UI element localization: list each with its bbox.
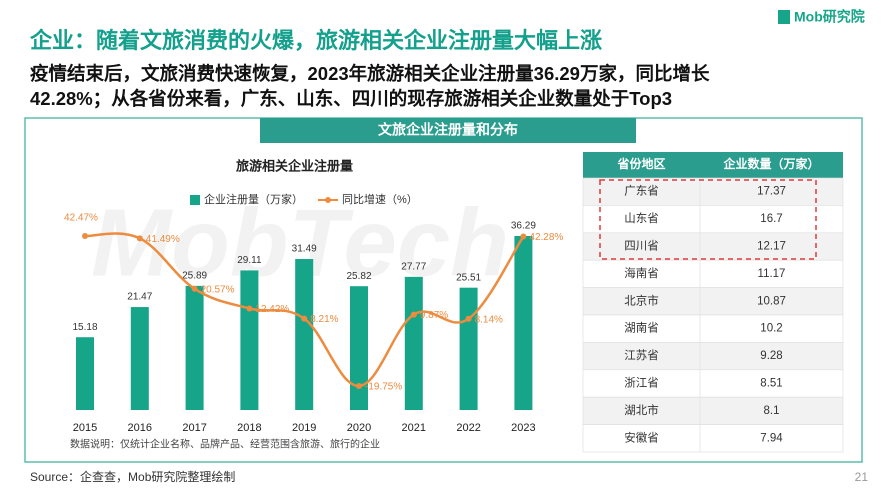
table-cell: 四川省 xyxy=(624,240,659,253)
bar-label: 29.11 xyxy=(237,255,262,266)
x-tick-label: 2019 xyxy=(292,422,316,434)
table-cell: 7.94 xyxy=(760,432,783,444)
chart-note: 数据说明：仅统计企业名称、品牌产品、经营范围含旅游、旅行的企业 xyxy=(70,438,380,451)
line-label: 41.49% xyxy=(146,234,180,245)
table-cell: 湖南省 xyxy=(624,321,659,335)
panel-title: 文旅企业注册量和分布 xyxy=(378,122,518,138)
bar xyxy=(130,307,149,410)
table: 省份地区 企业数量（万家） 广东省 17.37 山东省 16.7 四川省 12.17 海南省 11… xyxy=(582,152,844,453)
table-cell: 12.17 xyxy=(757,241,786,253)
table-cell: 安徽省 xyxy=(624,430,659,444)
source: Source：企查查，Mob研究院整理绘制 xyxy=(30,469,235,484)
panel-header xyxy=(260,118,636,143)
table-cell: 10.87 xyxy=(757,295,786,307)
table-row xyxy=(582,259,844,288)
table-cell: 9.28 xyxy=(760,350,782,362)
line-label: 8.14% xyxy=(475,314,503,325)
table-cell: 11.17 xyxy=(758,268,786,280)
growth-marker xyxy=(410,311,417,318)
table-cell: 北京市 xyxy=(624,293,659,307)
bar-label: 21.47 xyxy=(127,292,152,303)
bar-label: 25.89 xyxy=(182,271,207,282)
growth-marker xyxy=(246,305,253,312)
table-cell: 湖北市 xyxy=(624,403,659,417)
table-cell: 10.2 xyxy=(760,323,782,335)
bar-label: 25.82 xyxy=(346,271,371,282)
growth-marker xyxy=(520,233,527,240)
bar xyxy=(404,276,423,410)
x-tick-label: 2018 xyxy=(237,422,261,434)
bar xyxy=(514,236,533,410)
table-row xyxy=(582,314,844,343)
title: 企业：随着文旅消费的火爆，旅游相关企业注册量大幅上涨 xyxy=(29,28,602,53)
bar-label: 27.77 xyxy=(401,261,426,272)
growth-line xyxy=(84,232,525,388)
line-label: 8.21% xyxy=(310,314,338,325)
x-tick-label: 2021 xyxy=(402,422,426,434)
table-cell: 浙江省 xyxy=(624,377,659,390)
table-row xyxy=(582,424,844,453)
table-cell: 8.51 xyxy=(760,378,782,390)
page-number: 21 xyxy=(855,470,869,484)
bar xyxy=(185,285,204,410)
subtitle-line: 42.28%；从各省份来看，广东、山东、四川的现存旅游相关企业数量处于Top3 xyxy=(30,88,672,109)
table-row xyxy=(582,396,844,425)
table-cell: 8.1 xyxy=(764,405,780,417)
logo: Mob研究院 xyxy=(794,9,865,25)
bar-label: 31.49 xyxy=(292,244,317,255)
legend-label: 企业注册量（万家） xyxy=(204,192,303,206)
table-cell: 广东省 xyxy=(624,185,659,198)
column-header: 企业数量（万家） xyxy=(722,156,819,171)
table-row xyxy=(582,205,844,234)
table-row xyxy=(582,177,844,206)
table-cell: 17.37 xyxy=(757,186,786,198)
table-row xyxy=(582,342,844,371)
line-label: 42.47% xyxy=(64,213,98,224)
line-label: 9.87% xyxy=(420,310,448,321)
growth-marker xyxy=(136,235,143,242)
table-row xyxy=(582,369,844,398)
growth-marker xyxy=(82,233,88,239)
bar xyxy=(350,286,368,410)
x-tick-label: 2022 xyxy=(456,422,480,434)
x-tick-label: 2015 xyxy=(73,422,97,434)
bar xyxy=(76,337,94,410)
bar xyxy=(459,287,478,410)
growth-marker xyxy=(301,315,308,322)
legend-label: 同比增速（%） xyxy=(342,192,418,206)
growth-marker xyxy=(191,285,198,292)
bar-label: 36.29 xyxy=(511,221,536,232)
table-cell: 16.7 xyxy=(760,213,782,225)
bar-label: 15.18 xyxy=(72,322,97,333)
chart-title: 旅游相关企业注册量 xyxy=(236,158,353,173)
table-row xyxy=(582,287,844,316)
chart: 旅游相关企业注册量数据说明：仅统计企业名称、品牌产品、经营范围含旅游、旅行的企业… xyxy=(64,158,563,450)
table-cell: 山东省 xyxy=(624,212,659,225)
line-label: -19.75% xyxy=(365,382,402,393)
growth-marker xyxy=(465,315,472,322)
bar xyxy=(240,270,259,410)
legend-swatch xyxy=(190,195,200,205)
table-cell: 江苏省 xyxy=(624,349,659,362)
table-cell: 海南省 xyxy=(624,266,659,280)
x-tick-label: 2016 xyxy=(128,422,152,434)
table-header xyxy=(583,152,843,178)
line-label: 20.57% xyxy=(201,284,235,295)
legend-swatch xyxy=(325,197,331,203)
line-label: 12.42% xyxy=(255,304,289,315)
logo-icon xyxy=(778,10,790,24)
x-tick-label: 2020 xyxy=(347,422,371,434)
column-header: 省份地区 xyxy=(616,156,665,171)
x-tick-label: 2023 xyxy=(511,422,535,434)
line-label: 42.28% xyxy=(529,232,563,243)
x-tick-label: 2017 xyxy=(182,422,206,434)
growth-marker xyxy=(356,383,362,389)
table-row xyxy=(582,232,844,261)
highlight-box xyxy=(599,179,817,260)
subtitle-line: 疫情结束后，文旅消费快速恢复，2023年旅游相关企业注册量36.29万家，同比增… xyxy=(30,63,710,84)
bar-label: 25.51 xyxy=(456,272,481,283)
bar xyxy=(295,259,314,410)
